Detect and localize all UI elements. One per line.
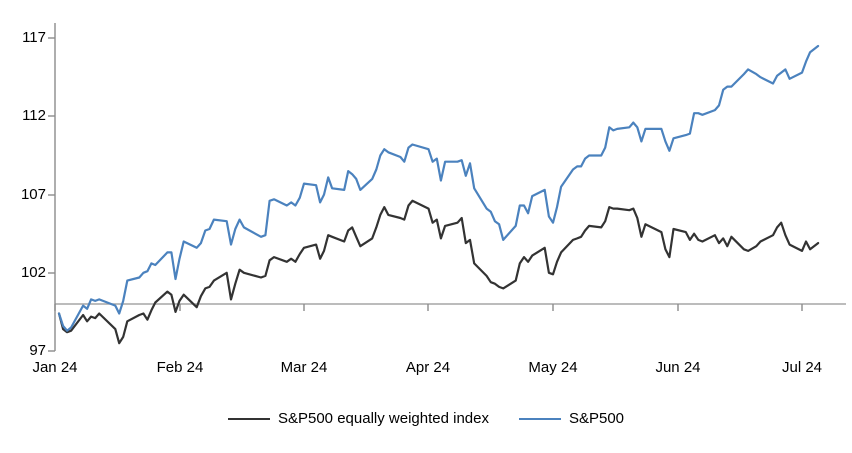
x-tick-label-jul: Jul 24: [781, 359, 823, 376]
x-tick-label-apr: Apr 24: [405, 359, 451, 376]
series-line-equal-weight: [57, 199, 820, 345]
x-tick-label-may: May 24: [528, 359, 578, 376]
x-tick-label-jun: Jun 24: [655, 359, 701, 376]
legend-label-equal-weight: S&P500 equally weighted index: [277, 410, 489, 427]
x-axis-ticks: [54, 304, 803, 311]
equal-weight-line-swatch-icon: [227, 417, 270, 420]
series-line-sp500: [57, 44, 820, 332]
x-tick-label-mar: Mar 24: [280, 359, 328, 376]
y-tick-label-117: 117: [22, 29, 46, 46]
x-tick-label-feb: Feb 24: [156, 359, 204, 376]
legend-item-sp500: S&P500: [518, 410, 625, 427]
y-axis-ticks: [48, 37, 55, 352]
legend: S&P500 equally weighted index S&P500: [0, 410, 852, 427]
y-tick-label-97: 97: [29, 342, 46, 359]
legend-item-equal-weight: S&P500 equally weighted index: [227, 410, 489, 427]
y-tick-label-112: 112: [22, 107, 46, 124]
y-tick-label-102: 102: [20, 264, 46, 281]
x-tick-label-jan: Jan 24: [32, 359, 78, 376]
sp500-line-swatch-icon: [518, 417, 561, 420]
y-tick-label-107: 107: [20, 186, 46, 203]
legend-label-sp500: S&P500: [568, 410, 625, 427]
